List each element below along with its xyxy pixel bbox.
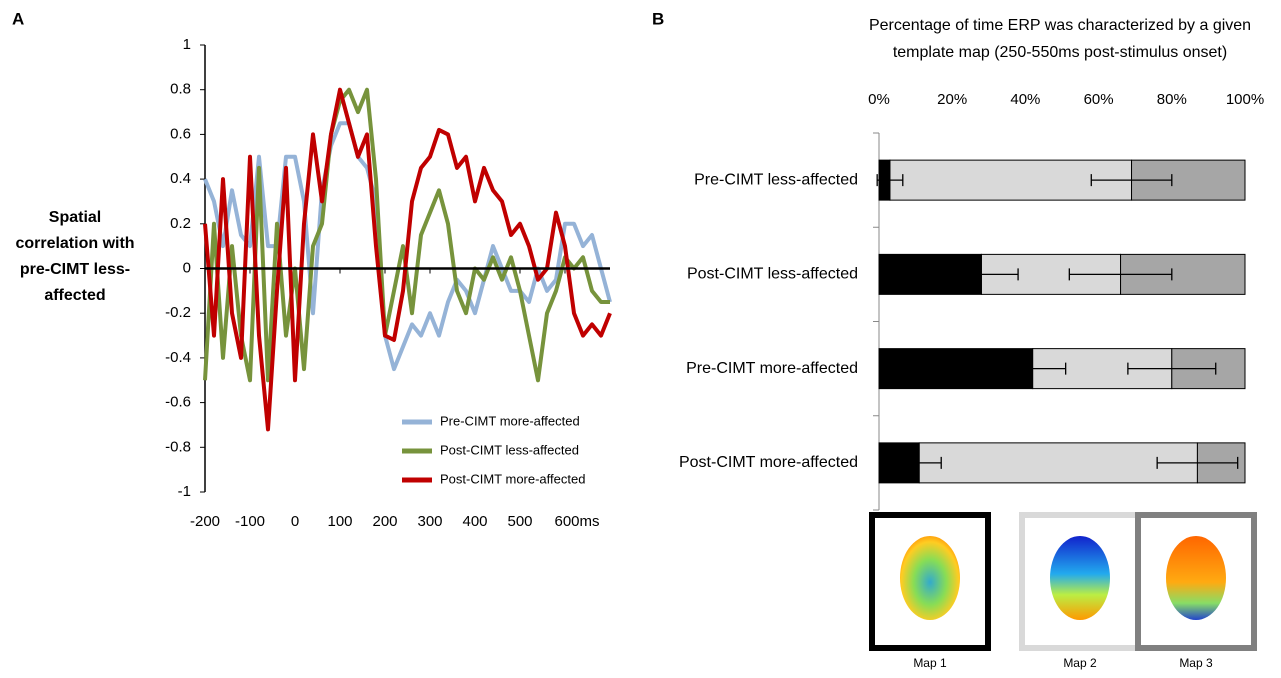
series-line <box>203 87 610 383</box>
x-tick-label: -100 <box>235 513 265 530</box>
x-tick-label: 100% <box>1226 91 1264 108</box>
x-tick-label: 200 <box>372 513 397 530</box>
title-box: Percentage of time ERP was characterized… <box>868 17 1252 61</box>
y-tick-label: -0.4 <box>165 349 191 366</box>
category-label: Post-CIMT less-affected <box>687 266 858 283</box>
x-tick-label: 80% <box>1157 91 1187 108</box>
legend-label: Map 3 <box>1179 656 1213 670</box>
y-axis-label: Spatial correlation with pre-CIMT less-a… <box>15 209 135 304</box>
error-bar <box>999 362 1067 375</box>
error-bar <box>896 456 942 469</box>
x-tick-label: 20% <box>937 91 967 108</box>
chart-title: Percentage of time ERP was characterized… <box>868 17 1252 61</box>
y-tick-label: 0.2 <box>170 215 191 232</box>
panel-letter: B <box>652 9 664 28</box>
y-tick-label: -0.2 <box>165 304 191 321</box>
error-bar <box>1127 362 1217 375</box>
x-tick-label: -200 <box>190 513 220 530</box>
x-tick-label: 400 <box>462 513 487 530</box>
x-tick-label: 40% <box>1010 91 1040 108</box>
y-tick-label: 0.6 <box>170 125 191 142</box>
error-bar <box>1156 456 1239 469</box>
y-tick-label: 1 <box>183 36 191 53</box>
x-tick-label: 600ms <box>554 513 599 530</box>
category-label: Post-CIMT more-affected <box>679 454 858 471</box>
bar-segment <box>918 442 1198 484</box>
legend-label: Map 1 <box>913 656 947 670</box>
y-tick-label: -1 <box>178 483 191 500</box>
series-line <box>203 121 612 372</box>
x-tick-label: 0% <box>868 91 890 108</box>
y-tick-label: 0.8 <box>170 81 191 98</box>
category-label: Pre-CIMT less-affected <box>694 171 858 188</box>
legend-label: Pre-CIMT more-affected <box>440 413 580 428</box>
x-tick-label: 60% <box>1084 91 1114 108</box>
y-tick-label: -0.6 <box>165 394 191 411</box>
map-topography <box>900 536 960 620</box>
map-topography <box>1166 536 1226 620</box>
category-label: Pre-CIMT more-affected <box>686 360 858 377</box>
x-tick-label: 500 <box>507 513 532 530</box>
error-bar <box>876 174 904 187</box>
y-tick-label: 0 <box>183 259 191 276</box>
y-tick-label: 0.4 <box>170 170 191 187</box>
series-line <box>203 87 612 432</box>
x-tick-label: 100 <box>327 513 352 530</box>
legend-label: Post-CIMT less-affected <box>440 442 579 457</box>
x-tick-label: 300 <box>417 513 442 530</box>
panel-letter: A <box>12 9 24 28</box>
error-bar <box>1090 174 1173 187</box>
y-axis-label-box: Spatial correlation with pre-CIMT less-a… <box>15 209 135 304</box>
map-topography <box>1050 536 1110 620</box>
x-tick-label: 0 <box>291 513 299 530</box>
error-bar <box>944 268 1019 281</box>
error-bar <box>1068 268 1173 281</box>
legend-label: Map 2 <box>1063 656 1097 670</box>
y-tick-label: -0.8 <box>165 438 191 455</box>
legend-label: Post-CIMT more-affected <box>440 471 585 486</box>
